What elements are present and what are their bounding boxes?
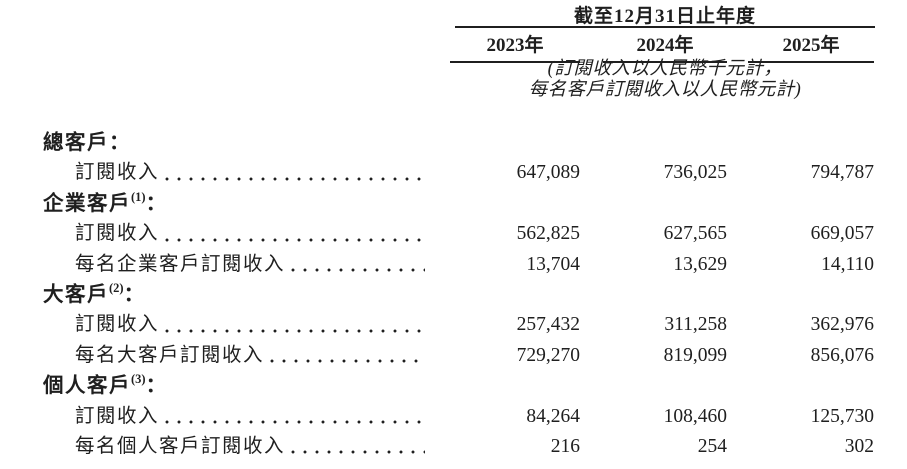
table-row-subscription-revenue-key: 訂閱收入 257,432 311,258 362,976 [0,310,907,341]
value-2023: 216 [550,435,580,457]
table-row-revenue-per-enterprise-customer: 每名企業客戶訂閱收入 13,704 13,629 14,110 [0,249,907,280]
value-2023: 562,825 [516,223,580,245]
value-2023: 84,264 [526,405,580,427]
value-2024: 819,099 [663,344,727,366]
group-label: 大客戶(2)： [43,281,146,306]
row-label: 訂閱收入 [75,162,160,184]
dot-leader [161,401,425,432]
dot-leader [161,219,425,250]
value-2023: 257,432 [516,314,580,336]
table-row-revenue-per-individual-customer: 每名個人客戶訂閱收入 216 254 302 [0,431,907,463]
row-label: 每名個人客戶訂閱收入 [75,435,286,457]
table-body: 總客戶： 訂閱收入 647,089 736,025 794,787 企業客戶(1… [0,128,907,463]
dot-leader [161,158,425,189]
year-column-header-2024: 2024年 [603,30,727,63]
footnote-superscript: (1) [131,189,146,204]
footnote-superscript: (3) [131,372,146,387]
table-row-subscription-revenue-individual: 訂閱收入 84,264 108,460 125,730 [0,401,907,432]
year-column-header-2025: 2025年 [748,30,874,63]
row-label: 訂閱收入 [75,314,160,336]
value-2025: 125,730 [810,405,874,427]
group-colon: ： [145,375,168,398]
group-label: 企業客戶(1)： [43,189,168,215]
row-label: 每名大客戶訂閱收入 [75,344,265,366]
row-label: 訂閱收入 [75,223,160,245]
unit-note-line-1: (訂閱收入以人民幣千元計， [547,59,783,79]
value-2023: 13,704 [526,253,580,275]
value-2025: 14,110 [821,253,874,275]
value-2023: 647,089 [516,162,580,184]
unit-note: (訂閱收入以人民幣千元計， 每名客戶訂閱收入以人民幣元計) [445,59,885,101]
group-colon: ： [123,283,146,306]
table-row-group-enterprise-customers: 企業客戶(1)： [0,189,907,219]
footnote-superscript: (2) [109,281,124,296]
unit-note-line-2: 每名客戶訂閱收入以人民幣元計) [528,80,802,100]
dot-leader [266,340,425,372]
table-row-group-total-customers: 總客戶： [0,128,907,158]
group-colon: ： [109,132,131,154]
value-2024: 736,025 [663,162,727,184]
value-2024: 254 [697,435,727,457]
dot-leader [287,249,425,280]
value-2023: 729,270 [516,344,580,366]
year-column-header-2023: 2023年 [450,30,580,63]
group-label: 個人客戶(3)： [43,372,168,398]
group-label: 總客戶： [43,132,131,154]
table-row-subscription-revenue-enterprise: 訂閱收入 562,825 627,565 669,057 [0,219,907,250]
value-2025: 794,787 [810,162,874,184]
value-2024: 13,629 [673,253,727,275]
table-row-group-individual-customers: 個人客戶(3)： [0,371,907,401]
value-2025: 362,976 [810,314,874,336]
table-row-subscription-revenue-total: 訂閱收入 647,089 736,025 794,787 [0,158,907,189]
value-2025: 856,076 [810,344,874,366]
header-rule [455,26,875,28]
group-colon: ： [145,192,168,215]
value-2024: 108,460 [663,405,727,427]
value-2025: 669,057 [810,223,874,245]
row-label: 訂閱收入 [75,405,160,427]
value-2025: 302 [844,435,874,457]
dot-leader [161,310,425,341]
value-2024: 627,565 [663,223,727,245]
table-period-header: 截至12月31日止年度 [573,6,756,27]
table-row-revenue-per-key-customer: 每名大客戶訂閱收入 729,270 819,099 856,076 [0,340,907,372]
row-label: 每名企業客戶訂閱收入 [75,253,286,275]
dot-leader [287,431,425,463]
value-2024: 311,258 [664,314,727,336]
table-row-group-key-customers: 大客戶(2)： [0,280,907,310]
